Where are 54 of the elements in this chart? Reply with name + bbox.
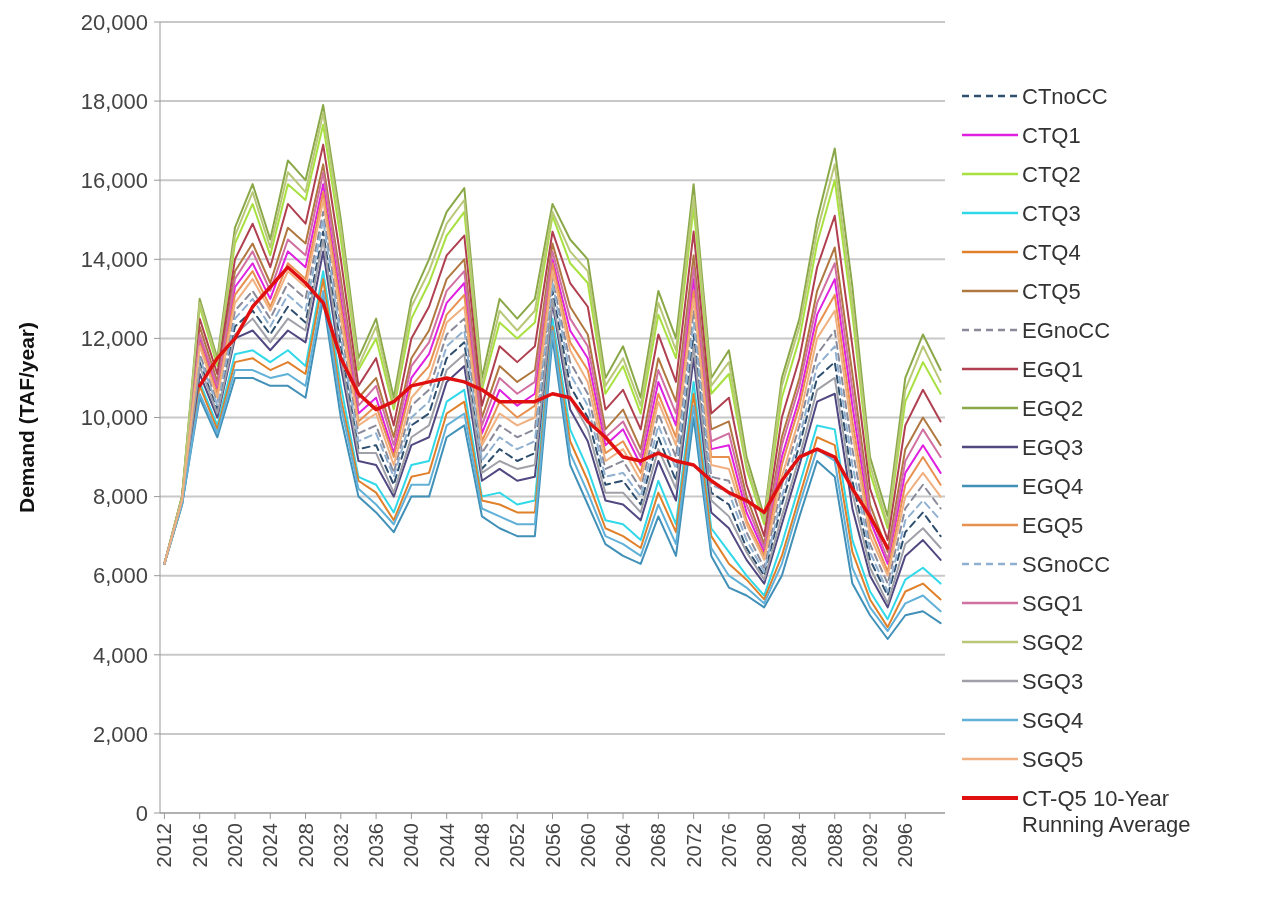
- x-tick-label: 2072: [682, 823, 705, 868]
- y-tick-label: 2,000: [92, 721, 148, 747]
- legend-label: CTQ3: [1022, 201, 1081, 226]
- legend-label: SGnoCC: [1022, 552, 1111, 577]
- x-tick-label: 2024: [259, 823, 282, 868]
- legend-label: EGQ1: [1022, 357, 1084, 382]
- x-tick-label: 2084: [788, 823, 811, 868]
- legend-label: EGnoCC: [1022, 318, 1111, 343]
- y-tick-label: 6,000: [92, 563, 148, 589]
- x-tick-label: 2052: [506, 823, 529, 868]
- line-series: [197, 265, 890, 550]
- x-tick-label: 2016: [188, 823, 211, 868]
- legend-label: CTQ5: [1022, 279, 1081, 304]
- y-tick-label: 0: [135, 800, 148, 826]
- y-tick-label: 16,000: [80, 167, 148, 193]
- x-tick-label: 2040: [400, 823, 423, 868]
- y-tick-label: 12,000: [80, 326, 148, 352]
- legend-label: SGQ5: [1022, 747, 1084, 772]
- x-tick-label: 2012: [153, 823, 176, 868]
- legend-label: CTQ4: [1022, 240, 1081, 265]
- legend-label: SGQ2: [1022, 630, 1084, 655]
- x-tick-label: 2020: [223, 823, 246, 868]
- legend-label: EGQ4: [1022, 474, 1084, 499]
- y-axis-title: Demand (TAF/year): [15, 322, 38, 513]
- legend-label: EGQ2: [1022, 396, 1084, 421]
- y-tick-label: 20,000: [80, 9, 148, 35]
- legend-label: EGQ5: [1022, 513, 1084, 538]
- x-tick-label: 2080: [753, 823, 776, 868]
- legend-label: CTQ1: [1022, 123, 1081, 148]
- x-tick-label: 2096: [894, 823, 917, 868]
- x-tick-label: 2028: [294, 823, 317, 868]
- x-tick-label: 2036: [365, 823, 388, 868]
- x-tick-label: 2044: [435, 823, 458, 868]
- y-tick-label: 8,000: [92, 484, 148, 510]
- y-tick-label: 14,000: [80, 247, 148, 272]
- x-tick-label: 2060: [576, 823, 599, 868]
- x-tick-label: 2056: [541, 823, 564, 868]
- legend-label: EGQ3: [1022, 435, 1084, 460]
- x-tick-label: 2032: [329, 823, 352, 868]
- legend-label: CT-Q5 10-Year Running Average: [1022, 786, 1191, 837]
- x-tick-label: 2092: [859, 823, 882, 868]
- x-tick-label: 2064: [612, 823, 635, 868]
- legend-label: SGQ4: [1022, 708, 1084, 733]
- y-tick-label: 18,000: [80, 88, 148, 114]
- y-tick-label: 10,000: [80, 405, 148, 431]
- legend-label: SGQ1: [1022, 591, 1084, 616]
- legend-label: CTnoCC: [1022, 84, 1108, 109]
- x-tick-label: 2048: [470, 823, 493, 868]
- x-tick-label: 2076: [717, 823, 740, 868]
- legend-label: SGQ3: [1022, 669, 1084, 694]
- legend-label: CTQ2: [1022, 162, 1081, 187]
- y-tick-label: 4,000: [92, 642, 148, 668]
- x-tick-label: 2068: [647, 823, 670, 868]
- x-tick-label: 2088: [823, 823, 846, 868]
